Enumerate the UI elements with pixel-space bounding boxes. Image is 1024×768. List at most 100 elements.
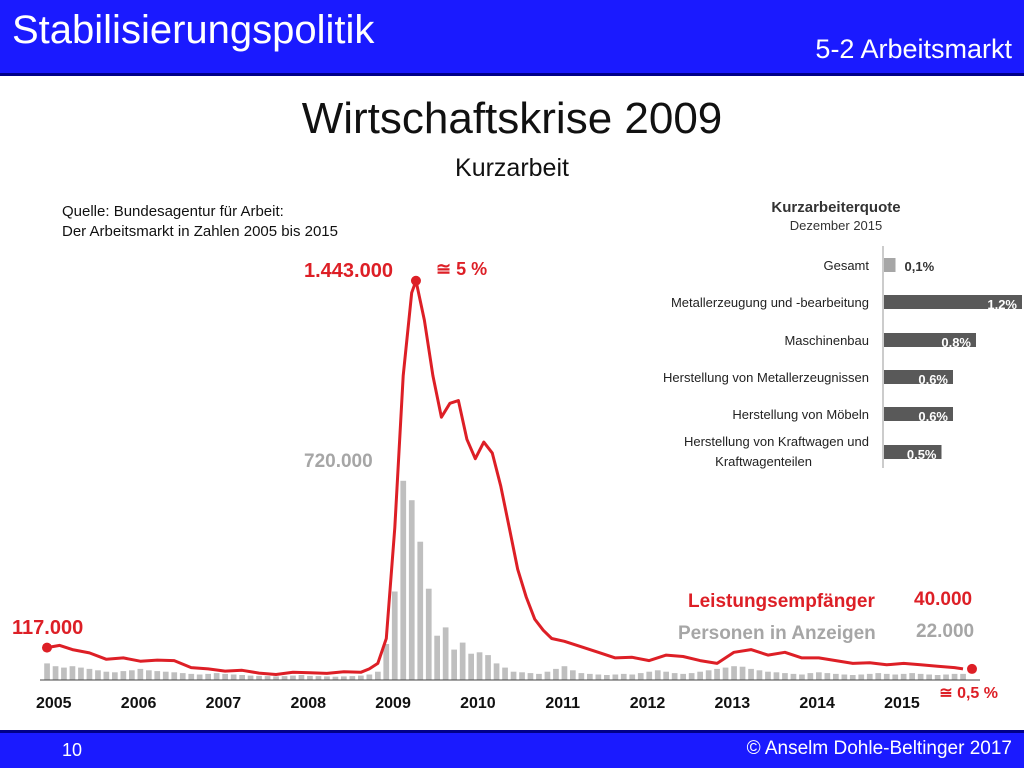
gray-bar bbox=[298, 675, 305, 680]
gray-bar bbox=[875, 673, 882, 680]
gray-bar bbox=[44, 663, 50, 680]
quota-bar bbox=[884, 295, 1022, 309]
quota-category-label: Kraftwagenteilen bbox=[715, 454, 812, 469]
gray-bar bbox=[553, 668, 559, 680]
gray-bar bbox=[375, 671, 381, 680]
gray-bar bbox=[476, 652, 483, 680]
gray-bar bbox=[561, 666, 568, 680]
gray-bar bbox=[383, 644, 390, 680]
page-number: 10 bbox=[62, 740, 83, 760]
source-note: Quelle: Bundesagentur für Arbeit: Der Ar… bbox=[62, 202, 338, 242]
gray-bar bbox=[782, 673, 788, 680]
gray-bar bbox=[290, 675, 296, 680]
gray-bar bbox=[485, 655, 491, 680]
gray-bar bbox=[239, 675, 245, 680]
slide-subtitle: Kurzarbeit bbox=[455, 154, 569, 182]
gray-bar bbox=[697, 671, 703, 680]
header-rule bbox=[0, 73, 1024, 76]
gray-bar bbox=[493, 663, 500, 680]
quota-category-label: Herstellung von Möbeln bbox=[732, 407, 869, 422]
gray-bar bbox=[366, 674, 373, 680]
gray-bar bbox=[816, 672, 822, 680]
source-line-1: Quelle: Bundesagentur für Arbeit: bbox=[62, 203, 284, 220]
copyright: © Anselm Dohle-Beltinger 2017 bbox=[746, 738, 1012, 759]
gray-bar bbox=[849, 675, 856, 680]
gray-bar bbox=[358, 675, 364, 680]
quota-bar bbox=[884, 407, 953, 421]
gray-bar bbox=[205, 673, 211, 680]
gray-bar bbox=[468, 653, 474, 680]
gray-bar bbox=[909, 673, 915, 680]
footer-rule bbox=[0, 730, 1024, 733]
x-tick-label: 2013 bbox=[715, 695, 751, 712]
quota-value-label: 1,2% bbox=[987, 297, 1017, 312]
gray-bar bbox=[120, 671, 127, 680]
x-tick-label: 2009 bbox=[375, 695, 411, 712]
gray-bar bbox=[833, 673, 839, 680]
end-share-label: ≅ 0,5 % bbox=[939, 685, 998, 702]
gray-bar bbox=[349, 676, 356, 680]
gray-bar bbox=[137, 668, 144, 680]
gray-bar bbox=[620, 673, 627, 680]
gray-bar bbox=[451, 649, 457, 680]
gray-bar bbox=[705, 670, 712, 680]
gray-bar bbox=[790, 673, 797, 680]
gray-bar bbox=[95, 670, 101, 680]
gray-bar bbox=[179, 673, 186, 680]
gray-bar bbox=[595, 674, 602, 680]
gray-bar bbox=[332, 676, 339, 680]
source-line-2: Der Arbeitsmarkt in Zahlen 2005 bis 2015 bbox=[62, 223, 338, 240]
gray-bar bbox=[544, 671, 551, 680]
gray-bar bbox=[112, 672, 118, 680]
gray-bar bbox=[264, 676, 271, 680]
gray-bar bbox=[883, 673, 890, 680]
x-tick-label: 2006 bbox=[121, 695, 157, 712]
gray-bar bbox=[917, 673, 924, 680]
gray-bar bbox=[324, 676, 330, 680]
quota-bar bbox=[884, 258, 896, 272]
kurzarbeit-line-chart: 2005 2006 2007 2008 2009 2010 2011 2012 2013 2014… bbox=[12, 259, 998, 712]
gray-bar bbox=[773, 672, 780, 680]
quota-value-label: 0,6% bbox=[918, 409, 948, 424]
gray-bar bbox=[78, 667, 84, 680]
gray-bar bbox=[739, 666, 746, 680]
quota-bar bbox=[884, 370, 953, 384]
gray-bar bbox=[434, 635, 440, 680]
x-tick-label: 2011 bbox=[545, 695, 580, 712]
gray-bar bbox=[154, 671, 161, 680]
gray-bar bbox=[866, 673, 873, 680]
start-value-label: 117.000 bbox=[12, 617, 83, 639]
x-tick-label: 2005 bbox=[36, 695, 72, 712]
red-series-line bbox=[46, 279, 964, 676]
quota-value-label: 0,5% bbox=[907, 447, 937, 462]
peak-value-label: 1.443.000 bbox=[304, 260, 393, 282]
gray-bar bbox=[196, 674, 203, 680]
gray-bar bbox=[951, 673, 958, 680]
gray-bar bbox=[417, 541, 424, 680]
gray-bar bbox=[637, 673, 644, 680]
end-point bbox=[967, 663, 977, 674]
gray-bar bbox=[86, 668, 93, 680]
legend-gray-value: 22.000 bbox=[916, 621, 974, 642]
gray-bar bbox=[587, 673, 593, 680]
gray-bar bbox=[756, 670, 763, 680]
gray-bar bbox=[171, 672, 178, 680]
quota-category-label: Herstellung von Metallerzeugnissen bbox=[663, 370, 869, 385]
gray-bar bbox=[425, 588, 432, 680]
gray-bar bbox=[247, 675, 254, 680]
peak-point bbox=[410, 275, 421, 286]
legend-gray-label: Personen in Anzeigen bbox=[678, 623, 876, 644]
gray-bar bbox=[519, 672, 525, 680]
gray-bar bbox=[213, 673, 220, 680]
x-tick-label: 2015 bbox=[884, 695, 920, 712]
gray-bar bbox=[943, 674, 949, 680]
gray-bar bbox=[341, 676, 347, 680]
quota-value-label: 0,8% bbox=[941, 335, 971, 350]
gray-bar bbox=[400, 480, 407, 680]
quota-bar bbox=[884, 333, 976, 347]
gray-bar bbox=[408, 500, 415, 680]
quota-title: Kurzarbeiterquote bbox=[771, 199, 900, 216]
gray-bar bbox=[273, 676, 279, 680]
quota-category-label: Maschinenbau bbox=[784, 333, 869, 348]
gray-bar bbox=[103, 671, 110, 680]
